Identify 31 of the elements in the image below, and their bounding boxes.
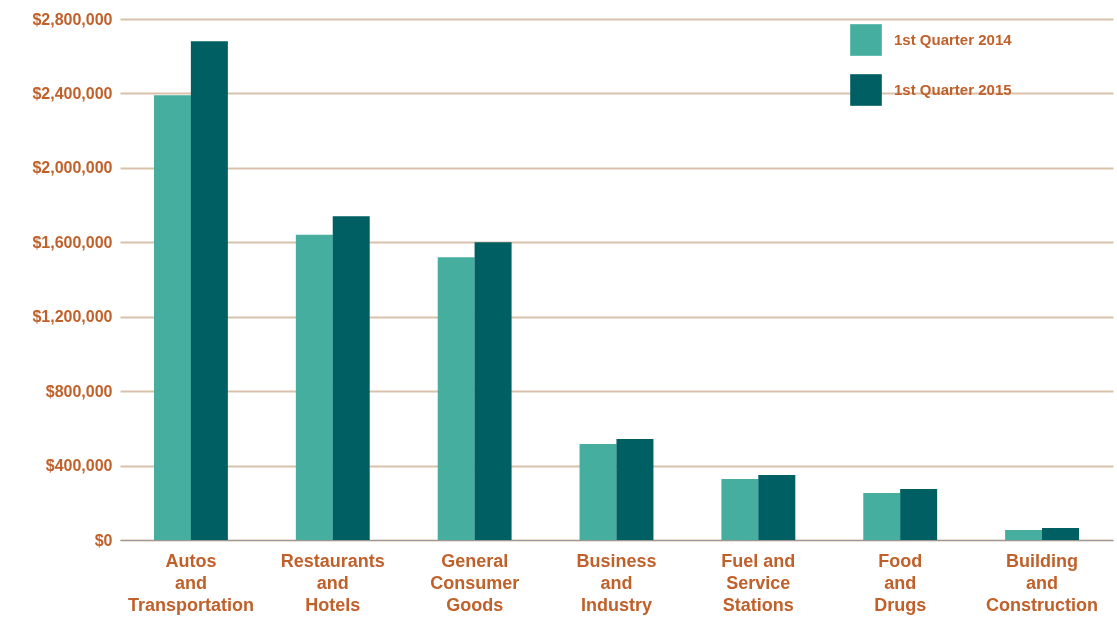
bar [758,474,796,540]
bar [579,443,617,540]
y-tick-label: $2,400,000 [32,84,113,102]
x-tick-label: Business and Industry [576,550,657,615]
y-tick-label: $800,000 [45,382,113,400]
bar [474,242,512,540]
legend-label: 1st Quarter 2014 [894,31,1013,48]
bar [295,234,333,540]
x-tick-label: Fuel and Service Stations [721,550,796,615]
x-tick-label: Building and Construction [986,550,1099,615]
bar [900,489,938,540]
bar [863,492,901,540]
y-tick-label: $1,200,000 [32,308,113,326]
x-tick-label: Autos and Transportation [127,550,254,615]
bar [721,478,759,540]
y-tick-label: $0 [94,531,113,549]
y-tick-label: $2,000,000 [32,159,113,177]
y-tick-label: $2,800,000 [32,10,113,28]
bar [437,257,475,540]
bar [1005,529,1043,540]
x-tick-label: Restaurants and Hotels [280,550,385,615]
bar [153,95,191,540]
x-tick-label: Food and Drugs [874,550,927,615]
bar [1042,527,1080,540]
x-tick-label: General Consumer Goods [430,550,520,615]
bar [332,216,370,540]
legend-label: 1st Quarter 2015 [894,81,1012,98]
bar [190,41,228,540]
bar [616,438,654,540]
y-tick-label: $1,600,000 [32,233,113,251]
y-tick-label: $400,000 [45,457,113,475]
